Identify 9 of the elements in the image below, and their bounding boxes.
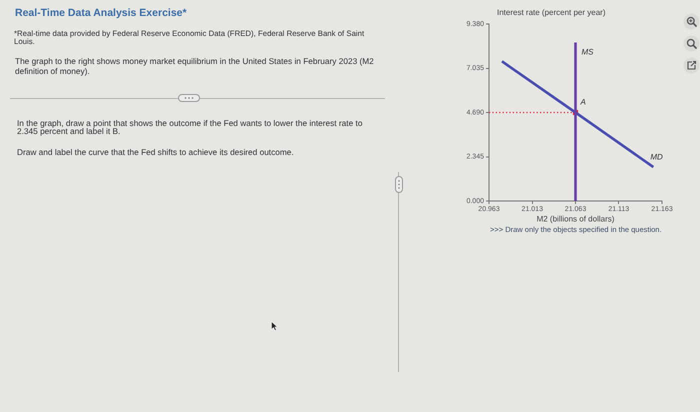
x-axis-title: M2 (billions of dollars) <box>536 214 615 224</box>
text: In the graph, draw a point that shows the outcome if the Fed wants to lower the interest rate to 2.345 percent and label it B. <box>17 118 364 136</box>
text: Draw and label the curve that the Fed shifts to achieve its desired outcome. <box>17 146 295 157</box>
series-label: MS <box>582 48 594 57</box>
text: Real-Time Data Analysis Exercise* <box>15 7 187 19</box>
text: The graph to the right shows money market equilibrium in the United States in February 2023 (M2 definition of money). <box>15 56 375 76</box>
series-label: A <box>580 98 586 107</box>
series-label: MD <box>650 152 664 162</box>
y-axis-title: Interest rate (percent per year) <box>497 8 606 17</box>
